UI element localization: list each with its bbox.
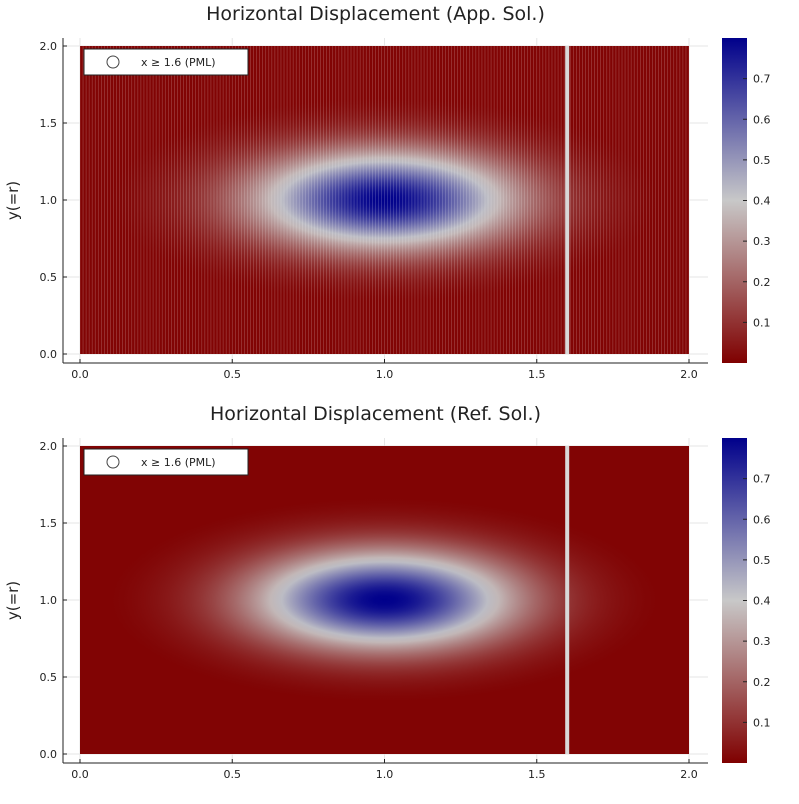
legend-label: x ≥ 1.6 (PML) bbox=[141, 456, 216, 469]
colorbar bbox=[722, 438, 747, 763]
colorbar-tick-label: 0.6 bbox=[753, 513, 771, 526]
x-tick-label: 0.0 bbox=[71, 368, 89, 381]
chart-title: Horizontal Displacement (App. Sol.) bbox=[206, 3, 545, 25]
x-tick-label: 1.5 bbox=[528, 768, 546, 781]
x-tick-label: 2.0 bbox=[680, 768, 698, 781]
y-tick-label: 0.0 bbox=[40, 748, 58, 761]
colorbar-tick-label: 0.3 bbox=[753, 235, 771, 248]
colorbar bbox=[722, 38, 747, 363]
y-tick-label: 1.5 bbox=[40, 117, 58, 130]
y-tick-label: 1.0 bbox=[40, 594, 58, 607]
point-columns bbox=[79, 46, 690, 354]
colorbar-tick-label: 0.2 bbox=[753, 276, 771, 289]
colorbar-tick-label: 0.7 bbox=[753, 73, 771, 86]
y-tick-label: 2.0 bbox=[40, 440, 58, 453]
y-tick-label: 0.0 bbox=[40, 348, 58, 361]
colorbar-tick-label: 0.3 bbox=[753, 635, 771, 648]
y-tick-label: 1.0 bbox=[40, 194, 58, 207]
colorbar-tick-label: 0.5 bbox=[753, 554, 771, 567]
colorbar-tick-label: 0.4 bbox=[753, 195, 771, 208]
legend-label: x ≥ 1.6 (PML) bbox=[141, 56, 216, 69]
chart-panel-2: Horizontal Displacement (Ref. Sol.) 0.0 0.… bbox=[4, 403, 771, 781]
legend-marker bbox=[106, 55, 120, 69]
y-axis-label: y(=r) bbox=[4, 581, 22, 620]
colorbar-tick-label: 0.1 bbox=[753, 716, 771, 729]
colorbar-tick-label: 0.6 bbox=[753, 113, 771, 126]
legend: x ≥ 1.6 (PML) bbox=[83, 48, 249, 76]
y-axis-label: y(=r) bbox=[4, 181, 22, 220]
x-tick-label: 0.5 bbox=[224, 368, 242, 381]
y-tick-label: 1.5 bbox=[40, 517, 58, 530]
y-tick-label: 0.5 bbox=[40, 271, 58, 284]
x-tick-label: 1.0 bbox=[376, 368, 394, 381]
x-tick-label: 0.0 bbox=[71, 768, 89, 781]
colorbar-tick-label: 0.2 bbox=[753, 676, 771, 689]
heatmap-field bbox=[80, 46, 689, 354]
y-tick-label: 0.5 bbox=[40, 671, 58, 684]
x-tick-label: 1.0 bbox=[376, 768, 394, 781]
legend-marker bbox=[106, 455, 120, 469]
heatmap-field bbox=[80, 446, 689, 754]
colorbar-tick-label: 0.1 bbox=[753, 316, 771, 329]
colorbar-tick-label: 0.5 bbox=[753, 154, 771, 167]
chart-title: Horizontal Displacement (Ref. Sol.) bbox=[210, 403, 541, 425]
colorbar-tick-label: 0.7 bbox=[753, 473, 771, 486]
y-tick-label: 2.0 bbox=[40, 40, 58, 53]
legend: x ≥ 1.6 (PML) bbox=[83, 448, 249, 476]
x-tick-label: 2.0 bbox=[680, 368, 698, 381]
x-tick-label: 0.5 bbox=[224, 768, 242, 781]
colorbar-tick-label: 0.4 bbox=[753, 595, 771, 608]
x-tick-label: 1.5 bbox=[528, 368, 546, 381]
chart-panel-1: Horizontal Displacement (App. Sol.) 0.0 0.… bbox=[4, 3, 771, 381]
